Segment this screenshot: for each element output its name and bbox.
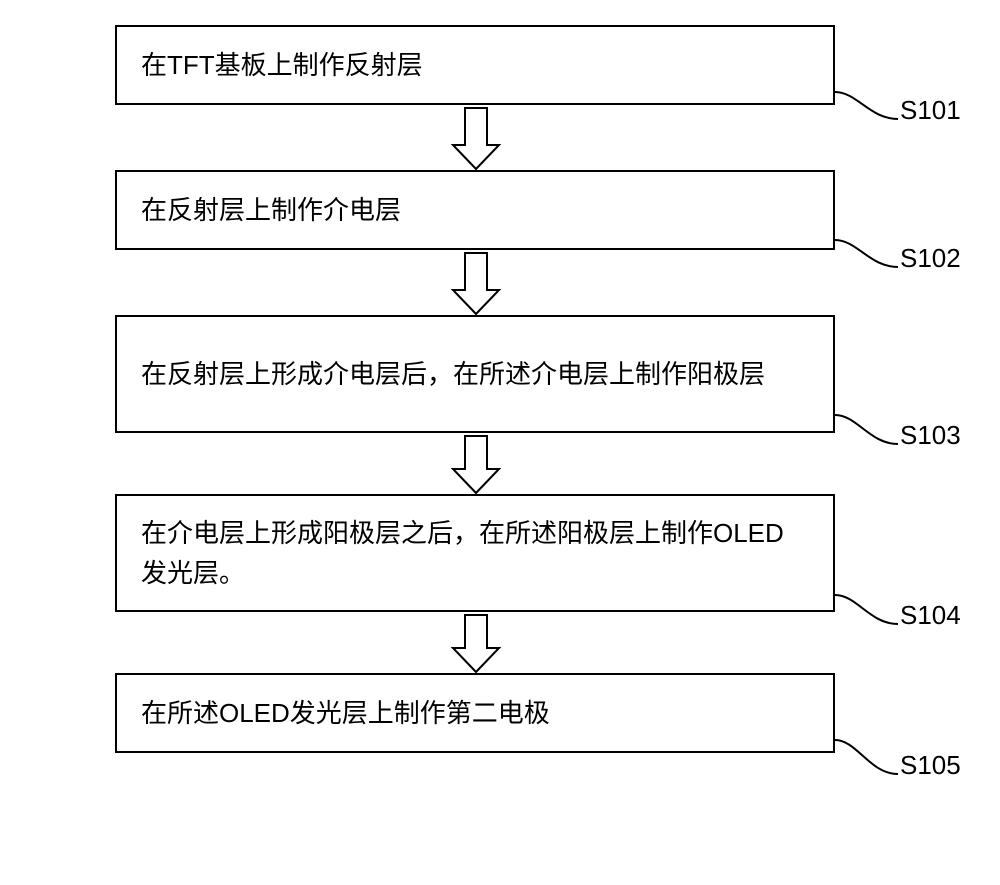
leader-S104 bbox=[835, 592, 898, 627]
arrow-after-S102 bbox=[452, 252, 500, 316]
step-text-S105: 在所述OLED发光层上制作第二电极 bbox=[141, 693, 809, 733]
leader-S102 bbox=[835, 237, 898, 270]
step-label-S104: S104 bbox=[900, 600, 961, 631]
leader-S105 bbox=[835, 737, 898, 777]
step-box-S105: 在所述OLED发光层上制作第二电极 bbox=[115, 673, 835, 753]
leader-S103 bbox=[835, 412, 898, 447]
step-text-S101: 在TFT基板上制作反射层 bbox=[141, 45, 809, 85]
flowchart-canvas: 在TFT基板上制作反射层 S101 在反射层上制作介电层 S102 在反射层上形成介电层… bbox=[0, 0, 1000, 885]
step-label-S105: S105 bbox=[900, 750, 961, 781]
leader-S101 bbox=[835, 89, 898, 122]
step-box-S103: 在反射层上形成介电层后，在所述介电层上制作阳极层 bbox=[115, 315, 835, 433]
step-text-S103: 在反射层上形成介电层后，在所述介电层上制作阳极层 bbox=[141, 354, 809, 394]
step-text-S102: 在反射层上制作介电层 bbox=[141, 190, 809, 230]
step-label-S101: S101 bbox=[900, 95, 961, 126]
step-box-S101: 在TFT基板上制作反射层 bbox=[115, 25, 835, 105]
step-box-S102: 在反射层上制作介电层 bbox=[115, 170, 835, 250]
arrow-after-S104 bbox=[452, 614, 500, 674]
step-text-S104: 在介电层上形成阳极层之后，在所述阳极层上制作OLED发光层。 bbox=[141, 513, 809, 594]
arrow-after-S103 bbox=[452, 435, 500, 495]
step-label-S103: S103 bbox=[900, 420, 961, 451]
step-label-S102: S102 bbox=[900, 243, 961, 274]
step-box-S104: 在介电层上形成阳极层之后，在所述阳极层上制作OLED发光层。 bbox=[115, 494, 835, 612]
arrow-after-S101 bbox=[452, 107, 500, 171]
